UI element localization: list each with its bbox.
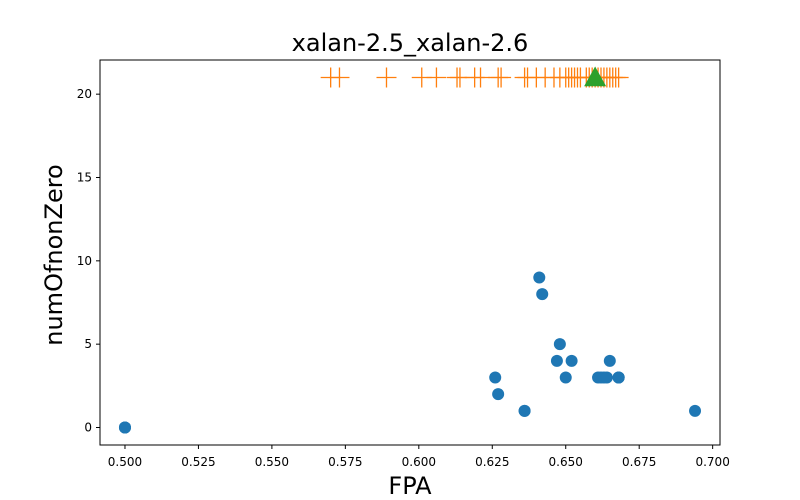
data-point-circle xyxy=(689,404,702,417)
data-point-circle xyxy=(612,371,625,384)
data-point-plus xyxy=(491,67,512,88)
data-point-plus xyxy=(329,67,350,88)
x-tick-label: 0.600 xyxy=(402,455,436,469)
y-tick-label: 5 xyxy=(84,337,92,351)
x-tick-label: 0.675 xyxy=(622,455,656,469)
x-tick-label: 0.525 xyxy=(181,455,215,469)
data-point-circle xyxy=(559,371,572,384)
data-point-circle xyxy=(489,371,502,384)
data-point-plus xyxy=(470,67,491,88)
axes: 0.500 0.525 0.550 0.575 0.600 0.625 0.650 0.675… xyxy=(77,59,730,469)
chart-title: xalan-2.5_xalan-2.6 xyxy=(292,29,529,57)
data-point-circle xyxy=(565,354,578,367)
plot-frame xyxy=(99,59,721,446)
data-point-circle xyxy=(603,354,616,367)
data-point-circle xyxy=(518,404,531,417)
data-point-plus xyxy=(608,67,629,88)
y-tick-label: 20 xyxy=(77,87,92,101)
x-tick-label: 0.650 xyxy=(549,455,583,469)
data-point-circle xyxy=(550,354,563,367)
x-axis-title: FPA xyxy=(388,472,432,500)
x-tick-label: 0.575 xyxy=(328,455,362,469)
y-axis-title: numOfnonZero xyxy=(40,164,68,345)
data-point-plus xyxy=(426,67,447,88)
data-point-circle xyxy=(536,288,549,301)
data-point-circle xyxy=(118,421,131,434)
data-point-plus xyxy=(376,67,397,88)
data-point-triangle xyxy=(584,66,607,87)
data-point-circle xyxy=(533,271,546,284)
x-tick-label: 0.625 xyxy=(475,455,509,469)
y-tick-label: 15 xyxy=(77,171,92,185)
data-point-circle xyxy=(492,388,505,401)
x-tick-label: 0.500 xyxy=(108,455,142,469)
x-tick-label: 0.700 xyxy=(695,455,729,469)
data-point-circle xyxy=(600,371,613,384)
plot-marks xyxy=(118,66,702,434)
x-tick-label: 0.550 xyxy=(255,455,289,469)
y-tick-label: 10 xyxy=(77,254,92,268)
data-point-circle xyxy=(553,338,566,351)
y-tick-label: 0 xyxy=(84,421,92,435)
